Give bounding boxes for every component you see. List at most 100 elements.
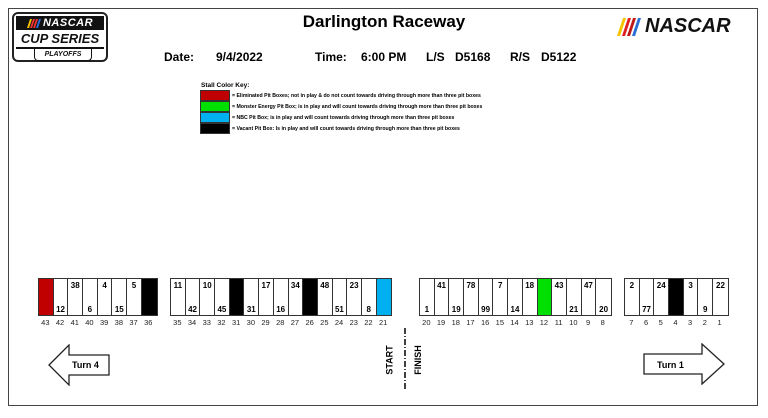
pit-group: 2 77 24 3 9 22 <box>624 278 729 316</box>
stall-number: 14 <box>510 318 519 327</box>
rs-label: R/S <box>510 50 531 64</box>
car-number: 41 <box>437 281 446 290</box>
car-number: 99 <box>481 305 491 314</box>
nascar-logo: NASCAR <box>617 14 747 38</box>
car-number: 18 <box>525 281 535 290</box>
pit-stall: 6 <box>83 279 98 315</box>
stall-number: 18 <box>451 318 460 327</box>
finish-label: FINISH <box>412 345 423 375</box>
car-number: 23 <box>349 281 359 290</box>
stall-number: 25 <box>320 318 329 327</box>
start-finish-line <box>404 328 406 390</box>
stall-number: 31 <box>231 318 241 327</box>
pit-group: 1 41 19 78 99 7 14 18 43 21 47 20 <box>419 278 612 316</box>
car-number: 20 <box>599 305 609 314</box>
turn-4-arrow-icon <box>48 344 110 386</box>
pit-stall: 2 <box>625 279 640 315</box>
pit-stall: 1 <box>420 279 435 315</box>
pit-stall <box>303 279 318 315</box>
nascar-stripes-icon <box>617 17 641 36</box>
pit-stall: 34 <box>288 279 304 315</box>
rs-value: D5122 <box>541 50 577 64</box>
stall-number: 21 <box>378 318 388 327</box>
pit-stall: 10 <box>200 279 216 315</box>
pit-stall: 9 <box>698 279 714 315</box>
stall-number: 22 <box>364 318 373 327</box>
key-text: = Monster Energy Pit Box; is in play and… <box>232 103 483 110</box>
pit-stall: 22 <box>713 279 728 315</box>
stall-number: 12 <box>539 318 549 327</box>
stall-number: 38 <box>114 318 124 327</box>
stall-number: 17 <box>466 318 475 327</box>
pit-stall: 4 <box>97 279 113 315</box>
stall-number: 13 <box>525 318 534 327</box>
nascar-stripes-icon <box>26 18 41 28</box>
stall-number: 27 <box>290 318 300 327</box>
stall-number: 10 <box>569 318 578 327</box>
turn-1-arrow-icon <box>643 343 725 385</box>
stall-number: 20 <box>422 318 431 327</box>
pit-stall: 7 <box>493 279 509 315</box>
pit-stall <box>229 279 245 315</box>
stall-number: 40 <box>85 318 94 327</box>
stall-number: 23 <box>349 318 358 327</box>
car-number: 11 <box>173 281 183 290</box>
car-number: 21 <box>569 305 579 314</box>
car-number: 2 <box>629 281 635 290</box>
pit-stall: 42 <box>185 279 201 315</box>
pit-stall: 99 <box>478 279 494 315</box>
pit-stall: 20 <box>596 279 611 315</box>
pit-stall: 77 <box>639 279 655 315</box>
pit-stall: 11 <box>171 279 186 315</box>
pit-stall <box>39 279 54 315</box>
pit-stall: 15 <box>112 279 128 315</box>
pit-stall: 3 <box>683 279 699 315</box>
pit-stall <box>669 279 684 315</box>
stall-number: 41 <box>70 318 79 327</box>
car-number: 9 <box>703 305 708 314</box>
stall-number: 34 <box>187 318 197 327</box>
pit-stall <box>376 279 392 315</box>
pit-stall: 23 <box>347 279 362 315</box>
key-text: = NBC Pit Box; is in play and will count… <box>232 114 455 121</box>
car-number: 8 <box>366 305 371 314</box>
key-swatch <box>200 112 230 123</box>
turn-1-label: Turn 1 <box>657 360 684 370</box>
pit-stall: 14 <box>508 279 523 315</box>
pit-stall: 47 <box>581 279 597 315</box>
pit-stall: 45 <box>215 279 230 315</box>
key-row: = Vacant Pit Box: Is in play and will co… <box>200 123 460 134</box>
stall-number: 26 <box>305 318 314 327</box>
ls-value: D5168 <box>455 50 491 64</box>
stall-number: 35 <box>173 318 182 327</box>
key-row: = Monster Energy Pit Box; is in play and… <box>200 101 482 112</box>
pit-stall: 41 <box>434 279 450 315</box>
car-number: 42 <box>188 305 197 314</box>
car-number: 19 <box>451 305 461 314</box>
key-text: = Vacant Pit Box: Is in play and will co… <box>232 125 460 132</box>
car-number: 10 <box>202 281 212 290</box>
stall-number: 19 <box>436 318 446 327</box>
turn-4-label: Turn 4 <box>72 360 99 370</box>
stall-number: 32 <box>217 318 226 327</box>
pit-stall: 43 <box>552 279 567 315</box>
stall-number: 8 <box>600 318 605 327</box>
car-number: 77 <box>642 305 651 314</box>
key-text: = Eliminated Pit Boxes; not in play & do… <box>232 92 481 99</box>
pit-stall: 17 <box>259 279 274 315</box>
logo-playoffs: PLAYOFFS <box>34 49 92 61</box>
pit-stall <box>141 279 157 315</box>
car-number: 22 <box>716 281 725 290</box>
key-row: = NBC Pit Box; is in play and will count… <box>200 112 454 123</box>
pit-stall: 24 <box>654 279 670 315</box>
stall-number: 11 <box>554 318 563 327</box>
stall-number: 16 <box>480 318 490 327</box>
pit-stall: 16 <box>273 279 289 315</box>
car-number: 24 <box>656 281 666 290</box>
car-number: 4 <box>102 281 107 290</box>
stall-number: 7 <box>629 318 634 327</box>
logo-series: CUP SERIES <box>16 31 104 49</box>
stall-number: 42 <box>55 318 65 327</box>
page-frame <box>8 8 758 406</box>
pit-stall: 18 <box>522 279 538 315</box>
